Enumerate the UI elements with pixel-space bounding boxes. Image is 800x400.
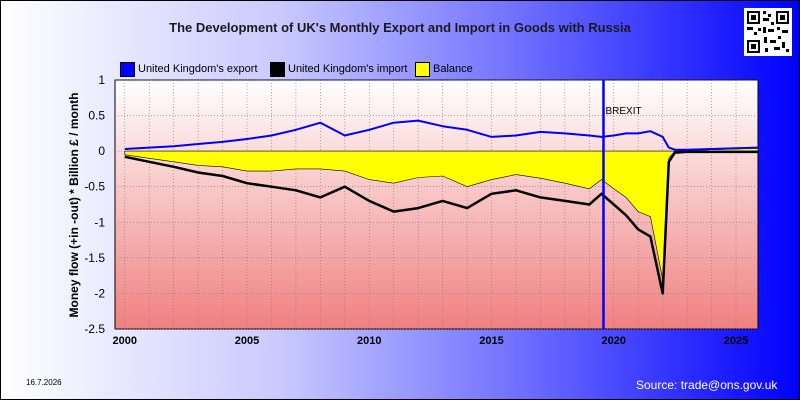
x-tick-label: 2005: [235, 335, 259, 347]
legend-label-import: United Kingdom's import: [288, 63, 408, 75]
chart-title: The Development of UK's Monthly Export a…: [169, 20, 631, 35]
x-tick-label: 2010: [357, 335, 381, 347]
series-balance-area: [124, 147, 759, 280]
legend-swatch-export: [120, 62, 135, 77]
series-export-line: [124, 119, 759, 151]
qr-code-icon: [744, 8, 792, 56]
legend-label-balance: Balance: [433, 63, 473, 75]
legend-swatch-balance: [415, 62, 430, 77]
y-tick-label: -0.5: [84, 180, 105, 194]
source-note: Source: trade@ons.gov.uk: [636, 378, 778, 392]
legend-swatch-import: [270, 62, 285, 77]
x-tick-label: 2015: [479, 335, 503, 347]
y-tick-label: -2: [94, 286, 105, 300]
x-tick-label: 2020: [602, 335, 626, 347]
x-tick-label: 2000: [113, 335, 137, 347]
brexit-label: BREXIT: [605, 106, 641, 117]
y-tick-label: 0.5: [88, 109, 105, 123]
y-tick-label: -1: [94, 215, 105, 229]
date-stamp: 16.7.2026: [26, 378, 62, 387]
y-tick-label: -1.5: [84, 251, 105, 265]
y-tick-label: 0: [98, 144, 105, 158]
x-tick-label: 2025: [724, 335, 748, 347]
y-tick-label: -2.5: [84, 322, 105, 336]
y-axis-label: Money flow (+in -out) * Billion £ / mont…: [67, 93, 81, 318]
series-import-line: [124, 150, 758, 295]
y-tick-label: 1: [98, 73, 105, 87]
legend-label-export: United Kingdom's export: [138, 63, 258, 75]
